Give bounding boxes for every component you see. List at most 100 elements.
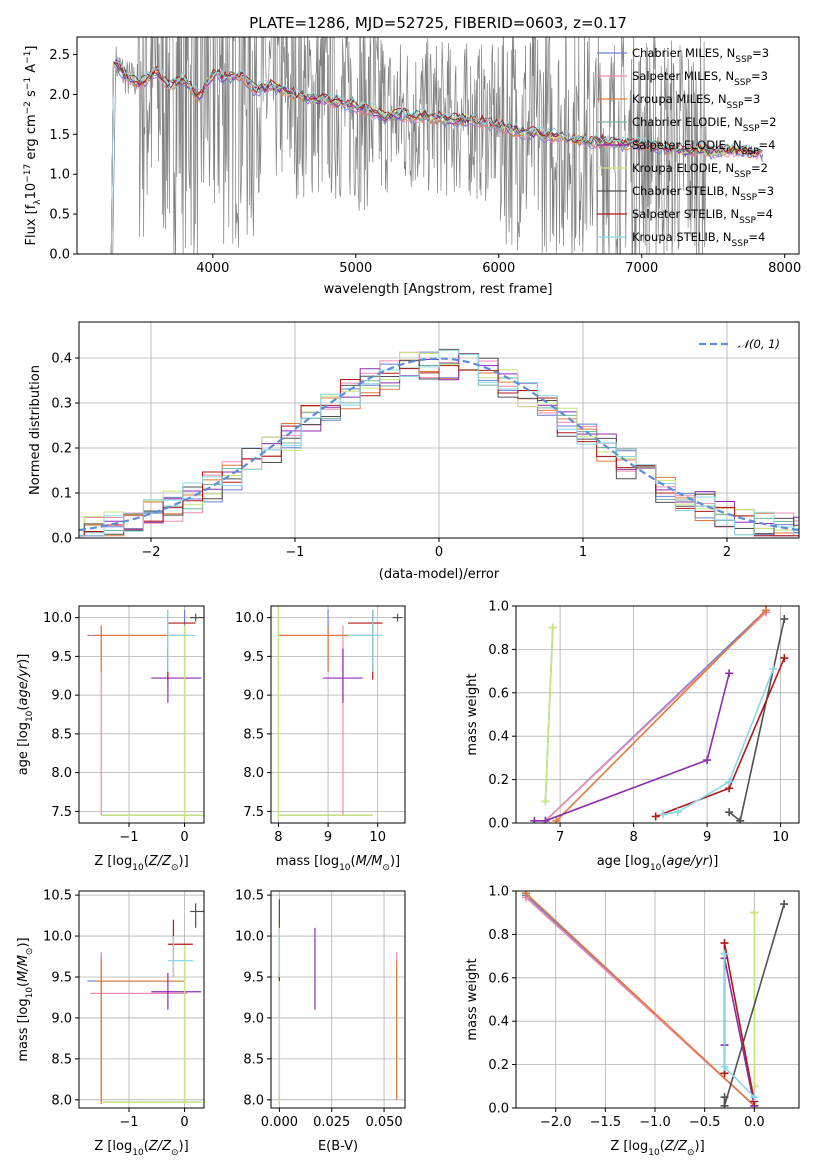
y-tick-label: 9.5 [51, 970, 72, 985]
weight-marker [720, 1101, 729, 1108]
label-segment: Z [log [610, 1139, 648, 1154]
x-tick-label: 8 [274, 830, 282, 845]
y-tick-label: 8.5 [51, 727, 72, 742]
weight-marker [750, 1093, 759, 1102]
y-tick-label: 9.5 [243, 970, 264, 985]
x-axis-label: Z [log10(Z/Z⊙)] [94, 854, 188, 873]
weight-marker [552, 816, 561, 823]
label-segment: )] [390, 854, 400, 869]
weight-marker [761, 606, 770, 615]
label-segment: ⊙ [25, 948, 35, 956]
y-tick-label: 0.1 [51, 487, 72, 502]
y-tick-label: 2.0 [49, 88, 70, 103]
label-segment: Z/Z [148, 854, 172, 869]
weight-marker [548, 623, 557, 632]
y-tick-label: 9.5 [51, 650, 72, 665]
y-tick-label: 0.6 [488, 971, 509, 986]
y-tick-label: 0.3 [51, 397, 72, 412]
legend-label: Salpeter MILES, NSSP=3 [632, 69, 768, 88]
x-tick-label: 0.025 [313, 1115, 350, 1130]
y-tick-label: 10.5 [235, 889, 264, 904]
label-segment: =2 [751, 161, 768, 175]
axes-frame [515, 605, 800, 824]
y-tick-label: 8.5 [243, 1052, 264, 1067]
figure-title: PLATE=1286, MJD=52725, FIBERID=0603, z=0… [249, 14, 627, 32]
weight-marker [703, 756, 712, 765]
label-segment: =3 [751, 69, 768, 83]
x-axis-label: wavelength [Angstrom, rest frame] [324, 282, 553, 297]
y-tick-label: 0.8 [488, 643, 509, 658]
panel-mass_vs_ebv: 0.000 0.025 0.050 8.0 8.5 9.0 9.5 10.0 10.5 E(B-V… [235, 889, 406, 1154]
legend-label: Salpeter ELODIE, NSSP=4 [632, 138, 775, 157]
weight-line-kroupa_stelib [662, 668, 775, 816]
label-segment: age/yr [16, 662, 31, 705]
legend-label: Chabrier STELIB, NSSP=3 [632, 184, 774, 203]
label-segment: 10 [132, 1148, 144, 1158]
weight-marker [720, 949, 729, 958]
axes-frame [270, 605, 406, 824]
legend-label: Salpeter STELIB, NSSP=4 [632, 207, 773, 226]
label-segment: SSP [743, 124, 760, 134]
label-segment: Z/Z [664, 1139, 688, 1154]
label-segment: −1 [23, 51, 33, 64]
label-segment: SSP [739, 216, 756, 226]
legend-label: Kroupa STELIB, NSSP=4 [632, 230, 765, 249]
panel-spectrum: 4000 5000 6000 7000 8000 0.0 0.5 1.0 1.5 2.0 2.5 Ch… [23, 36, 801, 297]
label-segment: Flux [f [24, 204, 39, 245]
x-tick-label: 9 [324, 830, 332, 845]
label-segment: Chabrier ELODIE, N [632, 115, 743, 129]
x-tick-label: 5000 [339, 261, 372, 276]
label-segment: =4 [759, 138, 776, 152]
weight-marker [720, 1062, 729, 1071]
weight-marker [750, 908, 759, 917]
label-segment: mass [log [276, 854, 339, 869]
y-tick-label: 0.6 [488, 686, 509, 701]
plot-area [530, 606, 789, 823]
y-tick-label: 10.0 [43, 930, 72, 945]
label-segment: Z [log [94, 1139, 132, 1154]
x-tick-label: 8 [629, 830, 637, 845]
label-segment: Z/Z [148, 1139, 172, 1154]
weight-marker [725, 777, 734, 786]
weight-line-kroupa_miles [555, 609, 767, 822]
x-axis-label: Z [log10(Z/Z⊙)] [94, 1139, 188, 1158]
x-axis-label: mass [log10(M/M⊙)] [276, 854, 400, 873]
axes-frame [270, 890, 406, 1109]
x-tick-label: −1 [285, 545, 304, 560]
label-segment: SSP [727, 101, 744, 111]
y-tick-label: 0.0 [49, 248, 70, 263]
x-tick-label: 0.0 [744, 1115, 765, 1130]
label-segment: SSP [732, 239, 749, 249]
label-segment: age [log [16, 722, 31, 775]
normal-curve-line [79, 357, 799, 532]
y-tick-label: 9.0 [51, 689, 72, 704]
weight-marker [780, 654, 789, 663]
label-segment: ( [16, 982, 31, 987]
label-segment: ( [144, 1139, 149, 1154]
y-tick-label: 0.2 [488, 773, 509, 788]
x-tick-label: −2 [141, 545, 160, 560]
label-segment: A [24, 64, 39, 77]
plot-area [87, 609, 204, 820]
y-tick-label: 0.0 [488, 817, 509, 832]
y-tick-label: 8.0 [51, 1093, 72, 1108]
label-segment: M/M [16, 955, 31, 982]
x-tick-label: 10 [369, 830, 386, 845]
label-segment: =4 [756, 207, 773, 221]
y-tick-label: 10.0 [235, 930, 264, 945]
label-segment: 10 [24, 183, 39, 200]
y-tick-label: 9.5 [243, 650, 264, 665]
label-segment: ⊙ [171, 863, 179, 873]
x-tick-label: −1.5 [590, 1115, 622, 1130]
weight-marker [541, 816, 550, 823]
label-segment: ( [660, 1139, 665, 1154]
y-tick-label: 9.0 [243, 1011, 264, 1026]
label-segment: ⊙ [687, 1148, 695, 1158]
label-segment: Z [log [94, 854, 132, 869]
legend-label: 𝒩(0, 1) [738, 337, 780, 351]
legend-label: Kroupa ELODIE, NSSP=2 [632, 161, 768, 180]
x-tick-label: −1.0 [639, 1115, 671, 1130]
weight-line-salpeter_elodie [534, 673, 730, 822]
weight-marker [780, 900, 789, 909]
